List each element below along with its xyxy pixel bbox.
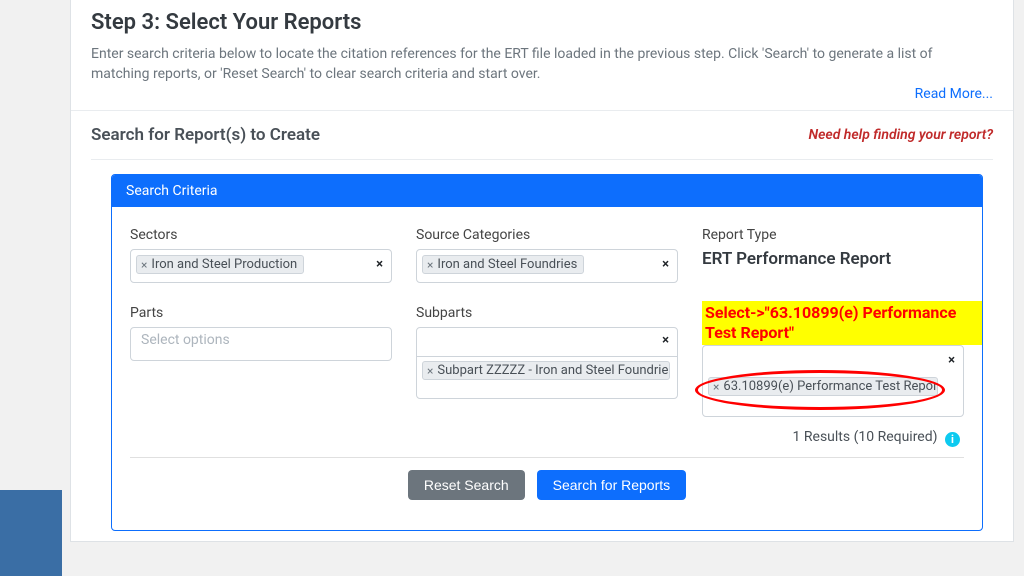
clear-icon[interactable]: × bbox=[376, 257, 383, 272]
step-description: Enter search criteria below to locate th… bbox=[91, 45, 993, 84]
subparts-label: Subparts bbox=[416, 305, 678, 321]
subparts-field: Subparts × × Subpart ZZZZZ - Iron and Ste… bbox=[416, 305, 678, 399]
chip-remove-icon[interactable]: × bbox=[141, 258, 147, 272]
main-card: Step 3: Select Your Reports Enter search… bbox=[70, 0, 1014, 542]
annotation-highlight: Select->"63.10899(e) Performance Test Re… bbox=[702, 301, 982, 345]
chip-remove-icon[interactable]: × bbox=[713, 380, 719, 394]
left-sidebar-fragment bbox=[0, 490, 62, 576]
sectors-select[interactable]: × Iron and Steel Production × bbox=[130, 249, 392, 283]
rules-field: Select->"63.10899(e) Performance Test Re… bbox=[702, 305, 964, 417]
parts-placeholder: Select options bbox=[135, 330, 236, 350]
button-row: Reset Search Search for Reports bbox=[130, 457, 964, 514]
help-link[interactable]: Need help finding your report? bbox=[808, 127, 993, 143]
subparts-select[interactable]: × × Subpart ZZZZZ - Iron and Steel Foundr… bbox=[416, 327, 678, 399]
chip-text: Subpart ZZZZZ - Iron and Steel Foundries bbox=[437, 363, 670, 378]
source-categories-field: Source Categories × Iron and Steel Foundr… bbox=[416, 227, 678, 283]
clear-icon[interactable]: × bbox=[662, 257, 669, 272]
source-categories-chip[interactable]: × Iron and Steel Foundries bbox=[422, 255, 584, 274]
clear-icon[interactable]: × bbox=[948, 353, 955, 368]
criteria-row-2: Parts Select options Subparts × ×Subpart… bbox=[130, 305, 964, 417]
source-categories-select[interactable]: × Iron and Steel Foundries × bbox=[416, 249, 678, 283]
chip-text: 63.10899(e) Performance Test Report bbox=[723, 379, 938, 394]
step-header: Step 3: Select Your Reports Enter search… bbox=[71, 0, 1013, 110]
read-more-link[interactable]: Read More... bbox=[91, 86, 993, 102]
report-type-label: Report Type bbox=[702, 227, 964, 243]
results-line: 1 Results (10 Required) i bbox=[130, 429, 964, 447]
clear-icon[interactable]: × bbox=[662, 333, 669, 348]
results-text: 1 Results (10 Required) bbox=[793, 429, 938, 445]
search-for-reports-button[interactable]: Search for Reports bbox=[537, 470, 687, 500]
sectors-field: Sectors × Iron and Steel Production × bbox=[130, 227, 392, 283]
criteria-row-1: Sectors × Iron and Steel Production × Sou… bbox=[130, 227, 964, 283]
criteria-body: Sectors × Iron and Steel Production × Sou… bbox=[112, 207, 982, 530]
chip-text: Iron and Steel Foundries bbox=[437, 257, 577, 272]
criteria-card: Search Criteria Sectors × Iron and Steel … bbox=[111, 174, 983, 531]
chip-remove-icon[interactable]: × bbox=[427, 364, 433, 378]
parts-label: Parts bbox=[130, 305, 392, 321]
rules-select[interactable]: × × 63.10899(e) Performance Test Report bbox=[702, 345, 964, 417]
step-title: Step 3: Select Your Reports bbox=[91, 10, 993, 35]
info-icon[interactable]: i bbox=[945, 432, 960, 447]
search-panel: Search for Report(s) to Create Need help… bbox=[71, 110, 1013, 531]
reset-search-button[interactable]: Reset Search bbox=[408, 470, 525, 500]
subparts-chip[interactable]: × Subpart ZZZZZ - Iron and Steel Foundrie… bbox=[422, 361, 670, 380]
search-panel-header: Search for Report(s) to Create Need help… bbox=[91, 125, 993, 160]
sectors-chip[interactable]: × Iron and Steel Production bbox=[136, 255, 304, 274]
chip-remove-icon[interactable]: × bbox=[427, 258, 433, 272]
report-type-value: ERT Performance Report bbox=[702, 249, 964, 269]
report-type-field: Report Type ERT Performance Report bbox=[702, 227, 964, 269]
sectors-label: Sectors bbox=[130, 227, 392, 243]
parts-select[interactable]: Select options bbox=[130, 327, 392, 361]
parts-field: Parts Select options bbox=[130, 305, 392, 361]
rules-chip[interactable]: × 63.10899(e) Performance Test Report bbox=[708, 377, 938, 396]
source-categories-label: Source Categories bbox=[416, 227, 678, 243]
search-panel-title: Search for Report(s) to Create bbox=[91, 125, 320, 145]
criteria-header: Search Criteria bbox=[112, 175, 982, 207]
chip-text: Iron and Steel Production bbox=[151, 257, 297, 272]
